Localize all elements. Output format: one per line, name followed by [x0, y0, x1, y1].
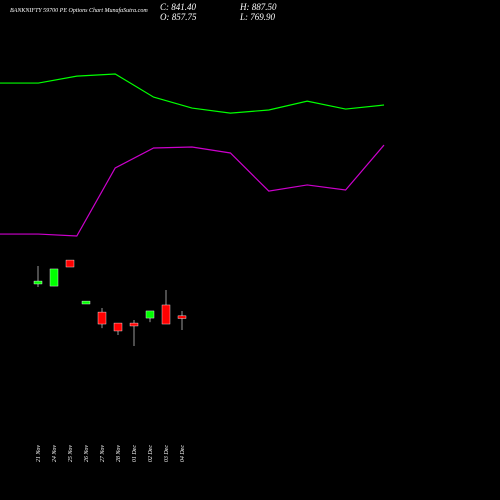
x-tick-label: 26 Nov: [84, 445, 90, 463]
x-tick-label: 25 Nov: [68, 445, 74, 463]
x-tick-label: 03 Dec: [164, 445, 170, 462]
candle-body: [129, 322, 139, 327]
ohlc-label: H: 887.50: [239, 2, 277, 12]
indicator-line: [0, 144, 385, 237]
candle-body: [97, 311, 107, 325]
x-tick-label: 24 Nov: [51, 445, 58, 463]
candle-body: [145, 310, 155, 319]
ohlc-label: C: 841.40: [160, 2, 197, 12]
candle-body: [49, 268, 59, 287]
x-tick-label: 27 Nov: [100, 445, 106, 463]
chart-title: BANKNIFTY 59700 PE Options Chart MunafaS…: [10, 7, 148, 14]
candle-body: [177, 315, 187, 319]
ohlc-label: O: 857.75: [160, 12, 197, 22]
candle-body: [113, 322, 123, 332]
x-tick-label: 02 Dec: [148, 445, 154, 462]
x-tick-label: 28 Nov: [116, 445, 122, 463]
x-tick-label: 21 Nov: [36, 445, 42, 463]
candle-body: [33, 280, 43, 285]
ohlc-label: L: 769.90: [239, 12, 276, 22]
x-tick-label: 04 Dec: [179, 445, 186, 462]
candle-body: [65, 259, 75, 268]
candle-body: [161, 304, 171, 325]
indicator-line: [0, 73, 385, 114]
x-tick-label: 01 Dec: [132, 445, 138, 462]
candle-body: [81, 300, 91, 305]
